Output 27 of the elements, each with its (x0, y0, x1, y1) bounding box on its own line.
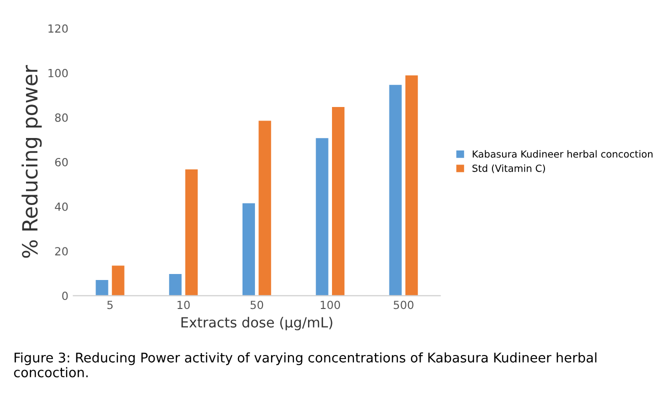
y-tick-label: 60 (55, 158, 68, 166)
bar (405, 75, 418, 296)
bar (389, 84, 402, 296)
bar (96, 280, 108, 296)
x-axis-title: Extracts dose (µg/mL) (181, 316, 332, 330)
bar (242, 203, 255, 296)
bar (316, 138, 328, 296)
bar (258, 120, 272, 296)
bar (185, 169, 198, 296)
y-axis-title: % Reducing power (22, 65, 42, 258)
bar (169, 274, 182, 296)
y-tick-label: 0 (62, 292, 68, 300)
x-tick-label: 10 (178, 300, 190, 310)
y-tick-label: 100 (48, 68, 68, 78)
legend-label: Std (Vitamin C) (472, 164, 545, 174)
x-tick-label: 100 (320, 300, 340, 310)
y-tick-label: 80 (55, 113, 68, 122)
legend-label: Kabasura Kudineer herbal concoction (472, 150, 653, 158)
y-tick-label: 40 (54, 202, 68, 211)
y-tick-label: 120 (48, 24, 68, 33)
y-tick-label: 20 (55, 247, 68, 256)
bar (332, 106, 344, 296)
caption: Figure 3: Reducing Power activity of varying concentrations of Kabasura Kudineer herbal concoction. (14, 352, 596, 378)
x-tick-label: 5 (107, 300, 113, 310)
bar (112, 266, 124, 296)
x-tick-label: 500 (394, 300, 414, 310)
x-tick-label: 50 (250, 300, 264, 310)
